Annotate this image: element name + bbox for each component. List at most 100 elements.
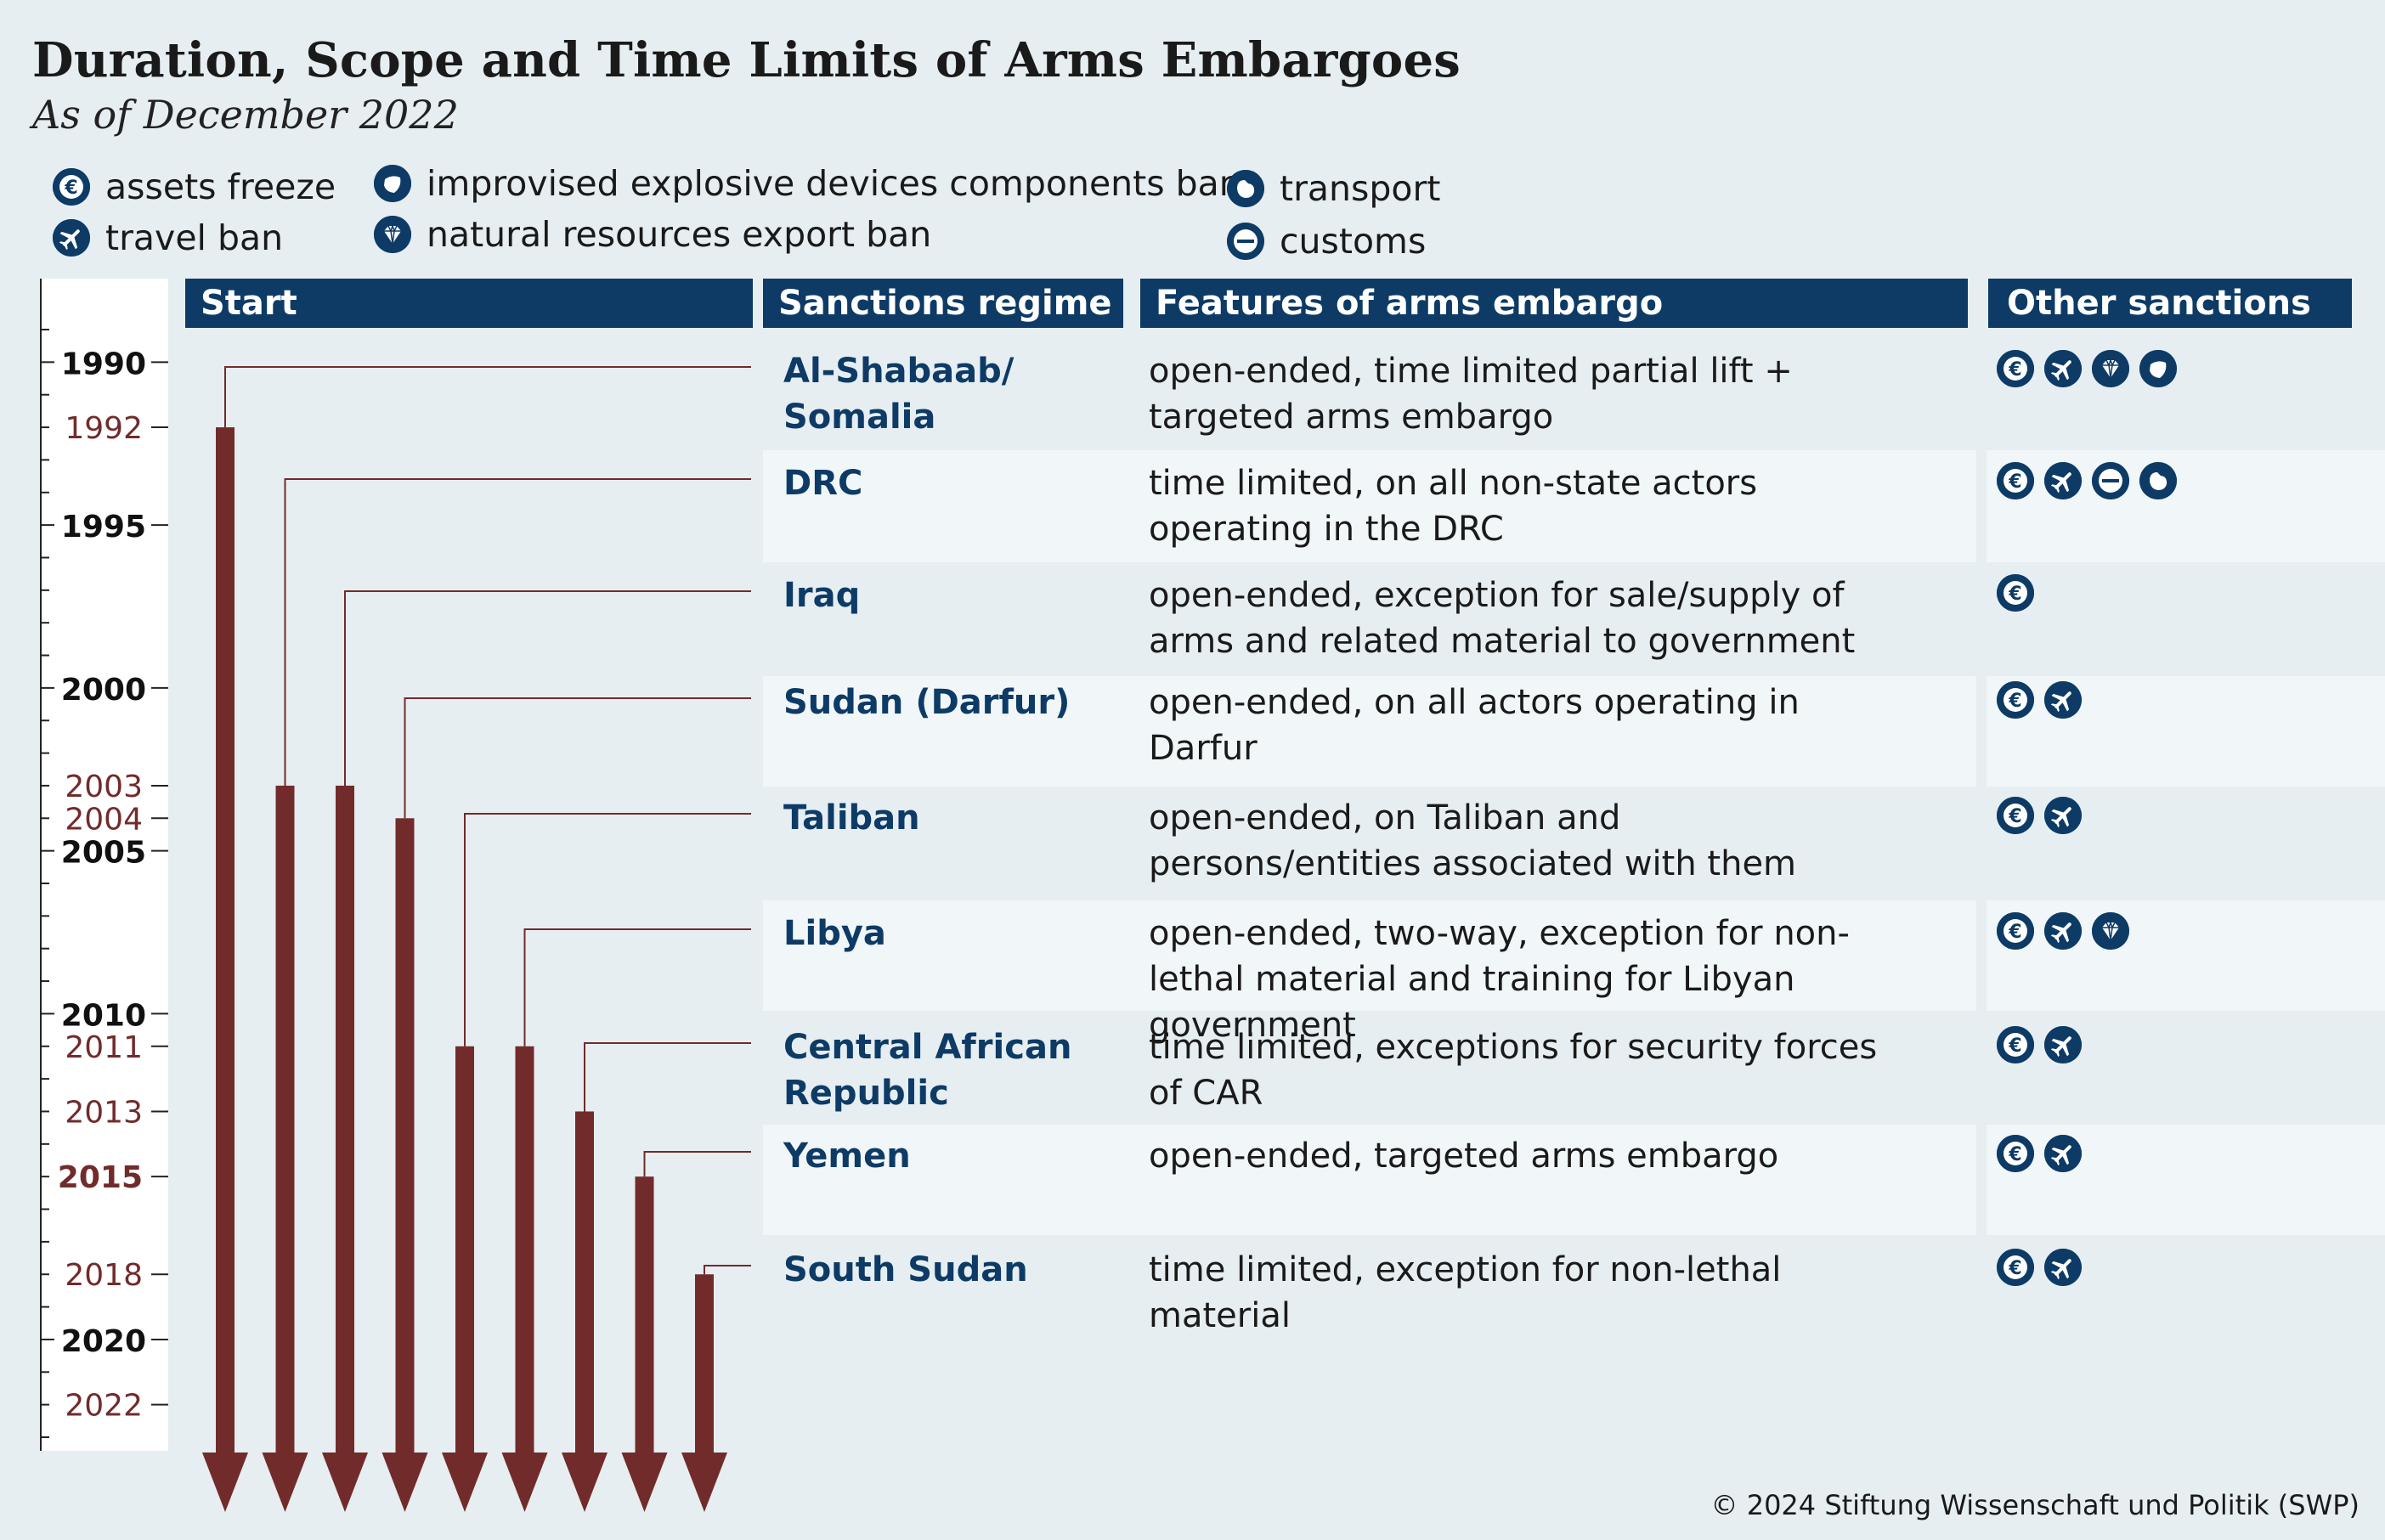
euro-icon: € (53, 168, 90, 206)
regime-arrow-shaft (515, 1046, 534, 1454)
diamond-icon (374, 216, 411, 253)
header-start: Start (185, 279, 753, 328)
legend-label: improvised explosive devices components … (427, 163, 1241, 204)
regime-arrow-head (621, 1453, 668, 1512)
svg-text:€: € (2008, 922, 2021, 943)
plane-icon (2044, 681, 2082, 719)
axis-label-highlight: 2004 (65, 802, 143, 837)
euro-icon: € (1997, 462, 2034, 499)
regime-features: open-ended, on Taliban and persons/entit… (1149, 798, 1797, 883)
legend-label: transport (1280, 168, 1441, 209)
regime-arrow-shaft (455, 1046, 474, 1454)
axis-label-highlight: 2003 (65, 770, 143, 804)
svg-text:€: € (2008, 691, 2021, 712)
euro-icon: € (1997, 1249, 2034, 1286)
regime-features: time limited, exceptions for security fo… (1149, 1028, 1878, 1113)
regime-name: South Sudan (783, 1250, 1028, 1289)
axis-label-highlight: 2015 (58, 1160, 143, 1195)
legend-label: customs (1280, 221, 1427, 262)
regime-arrow-head (322, 1453, 368, 1512)
chart-subtitle: As of December 2022 (32, 92, 459, 138)
regime-name: DRC (783, 464, 863, 503)
diamond-icon (2092, 350, 2129, 387)
regime-arrow-head (262, 1453, 308, 1512)
header-regime: Sanctions regime (763, 279, 1123, 328)
axis-label: 1995 (61, 510, 146, 544)
regime-connector (344, 590, 751, 786)
axis-label-highlight: 2013 (65, 1095, 143, 1130)
regime-arrow-head (202, 1453, 248, 1512)
regime-name: Libya (783, 914, 886, 953)
row-shading (763, 676, 1976, 787)
regime-arrow-shaft (635, 1176, 654, 1454)
regime-arrow-shaft (336, 785, 354, 1454)
regime-connector (643, 1151, 751, 1177)
legend-ied-ban: improvised explosive devices components … (374, 163, 1241, 204)
regime-arrow-head (562, 1453, 608, 1512)
legend-transport: transport (1227, 168, 1440, 209)
svg-text:€: € (2008, 471, 2021, 493)
regime-name: Taliban (783, 798, 920, 838)
svg-text:€: € (2008, 1258, 2021, 1279)
diamond-icon (2092, 912, 2129, 950)
regime-features: open-ended, exception for sale/supply of… (1149, 576, 1856, 661)
ied-icon (2139, 350, 2177, 387)
regime-connector (404, 697, 751, 819)
euro-icon: € (1997, 574, 2034, 612)
header-features-label: Features of arms embargo (1156, 284, 1664, 323)
plane-icon (2044, 1135, 2082, 1172)
header-regime-label: Sanctions regime (778, 284, 1112, 323)
other-sanctions-icons: € (1997, 797, 2082, 834)
regime-features: time limited, exception for non-lethal m… (1149, 1250, 1782, 1335)
regime-connector (224, 366, 751, 428)
chart-title: Duration, Scope and Time Limits of Arms … (32, 32, 1461, 88)
regime-arrow-head (501, 1453, 548, 1512)
axis-label-highlight: 2022 (65, 1389, 143, 1424)
svg-text:€: € (2008, 584, 2021, 605)
regime-arrow-shaft (216, 427, 235, 1454)
regime-features: open-ended, targeted arms embargo (1149, 1137, 1779, 1176)
euro-icon: € (1997, 350, 2034, 387)
regime-name: Iraq (783, 576, 861, 615)
regime-name: Al-Shabaab/Somalia (783, 352, 1014, 437)
axis-label: 1990 (61, 347, 146, 381)
regime-connector (704, 1265, 751, 1275)
row-shading (763, 1125, 1976, 1235)
plane-icon (53, 219, 90, 257)
regime-features: open-ended, time limited partial lift + … (1149, 352, 1793, 437)
row-shading (763, 900, 1976, 1011)
svg-text:€: € (2008, 1035, 2021, 1057)
plane-icon (2044, 1026, 2082, 1063)
transport-icon (1227, 170, 1264, 207)
header-other-label: Other sanctions (2007, 284, 2311, 323)
regime-connector (523, 928, 751, 1046)
legend-label: assets freeze (105, 166, 336, 207)
other-sanctions-icons: € (1997, 574, 2034, 612)
regime-arrow-shaft (395, 818, 415, 1454)
regime-features: time limited, on all non-state actors op… (1149, 464, 1758, 549)
legend-customs: customs (1227, 221, 1426, 262)
other-sanctions-icons: € (1997, 350, 2177, 387)
other-sanctions-icons: € (1997, 1135, 2082, 1172)
regime-features: open-ended, two-way, exception for non-l… (1149, 914, 1850, 1045)
customs-icon (2092, 462, 2129, 499)
plane-icon (2044, 797, 2082, 834)
header-other: Other sanctions (1988, 279, 2352, 328)
other-sanctions-icons: € (1997, 912, 2129, 950)
customs-icon (1227, 223, 1264, 260)
other-sanctions-icons: € (1997, 1026, 2082, 1063)
legend-label: travel ban (105, 217, 284, 258)
header-features: Features of arms embargo (1140, 279, 1968, 328)
plane-icon (2044, 912, 2082, 950)
euro-icon: € (1997, 797, 2034, 834)
other-sanctions-icons: € (1997, 681, 2082, 719)
regime-arrow-shaft (275, 785, 295, 1454)
regime-name: Sudan (Darfur) (783, 683, 1071, 722)
regime-arrow-head (381, 1453, 428, 1512)
timeline-axis-panel (41, 279, 168, 1451)
copyright: © 2024 Stiftung Wissenschaft und Politik… (1710, 1489, 2360, 1521)
regime-name: Yemen (783, 1137, 911, 1176)
axis-label: 2005 (61, 836, 146, 871)
transport-icon (2139, 462, 2177, 499)
